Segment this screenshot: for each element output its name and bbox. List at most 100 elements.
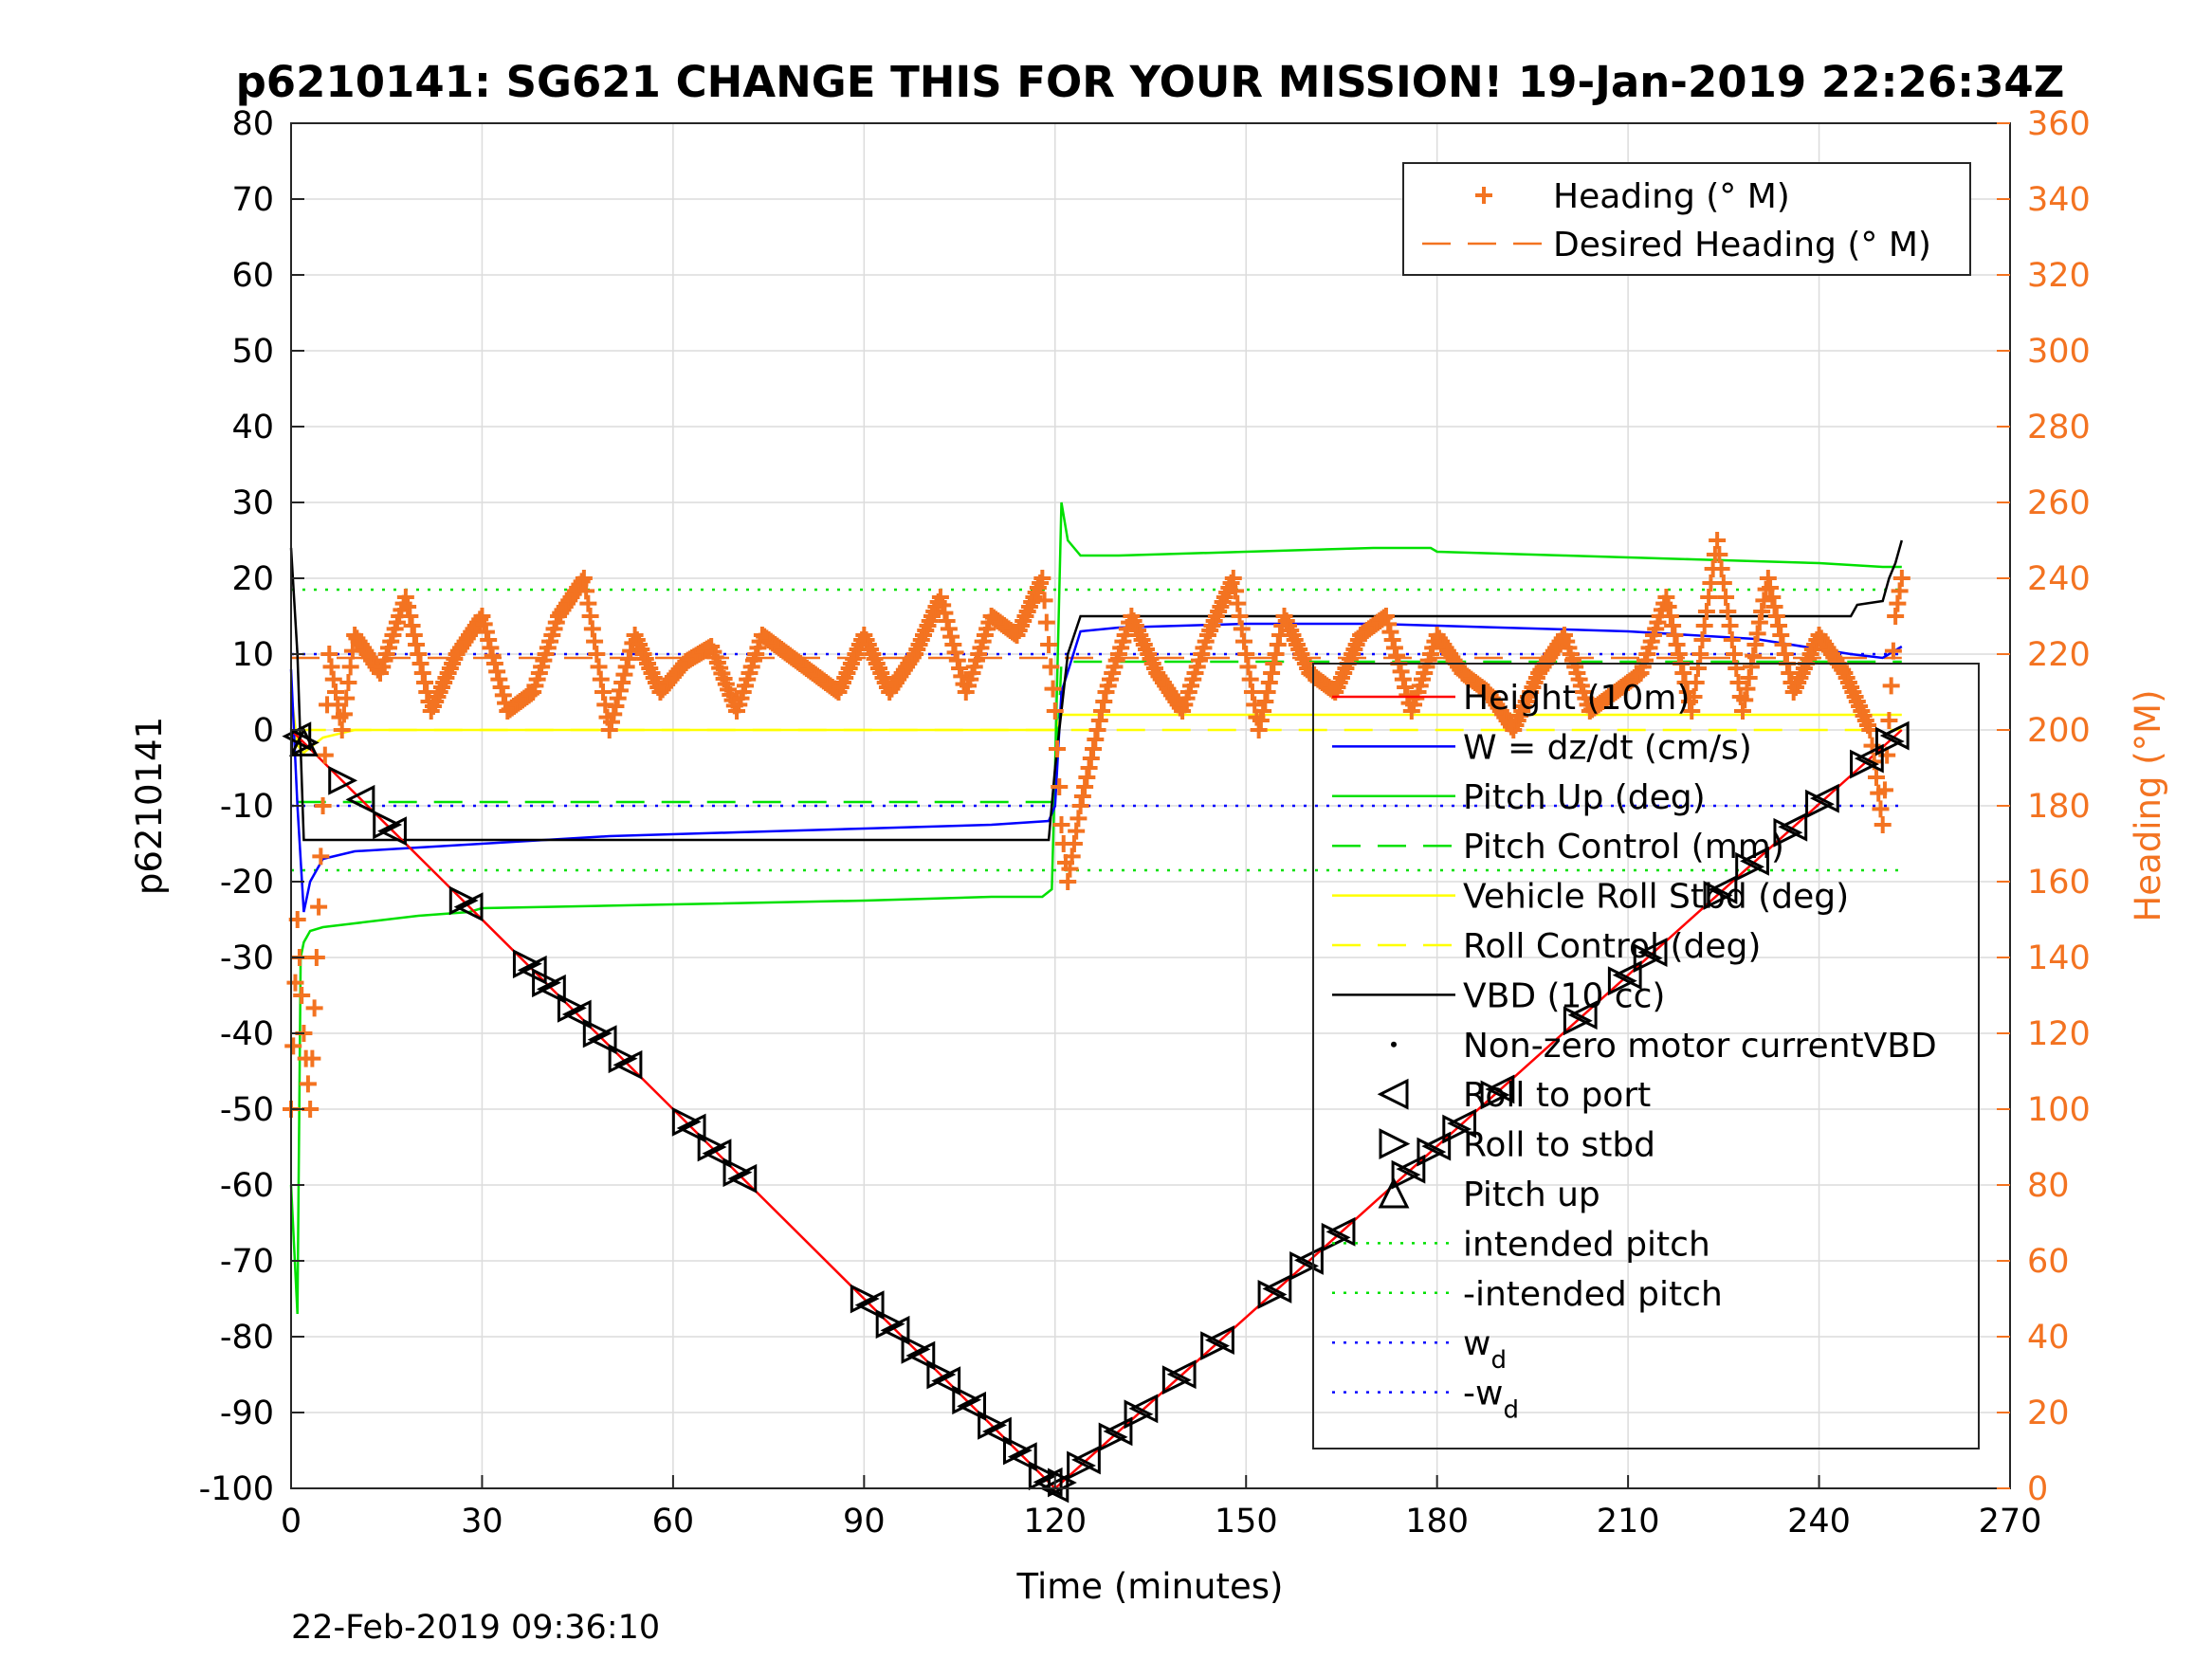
roll-to-port-marker xyxy=(345,784,375,814)
heading-point xyxy=(1723,631,1741,648)
heading-point xyxy=(1891,582,1909,600)
heading-point xyxy=(1762,579,1780,596)
heading-point xyxy=(1037,613,1055,631)
heading-point xyxy=(1231,608,1249,625)
roll-to-stbd-marker xyxy=(978,1410,1007,1440)
legend-heading: Heading (° M) Desired Heading (° M) xyxy=(1402,162,1971,276)
roll-to-stbd-marker xyxy=(557,993,587,1023)
roll-to-port-marker xyxy=(1447,1108,1477,1139)
heading-point xyxy=(1740,669,1758,686)
y-left-tick-label: 80 xyxy=(231,105,274,143)
heading-point xyxy=(1697,603,1715,620)
x-tick-label: 60 xyxy=(652,1503,695,1540)
heading-point xyxy=(1071,797,1089,814)
roll-to-stbd-marker xyxy=(1028,1461,1058,1491)
heading-point xyxy=(1093,702,1111,720)
y-right-tick-label: 300 xyxy=(2027,333,2091,371)
heading-point xyxy=(934,596,952,614)
heading-point xyxy=(1753,603,1771,620)
legend-main-label: Non-zero motor currentVBD xyxy=(1463,1027,1937,1066)
heading-point xyxy=(490,670,508,688)
heading-point xyxy=(577,582,595,600)
legend-heading-box xyxy=(1402,162,1971,276)
heading-point xyxy=(1710,546,1728,563)
legend-main-label: -intended pitch xyxy=(1463,1275,1723,1314)
heading-point xyxy=(1884,642,1902,660)
heading-point xyxy=(1685,688,1703,705)
heading-point xyxy=(1691,646,1709,663)
roll-to-stbd-marker xyxy=(1067,1450,1096,1481)
heading-point xyxy=(1666,627,1684,644)
heading-point xyxy=(1076,778,1094,795)
roll-to-port-marker xyxy=(1421,1131,1452,1161)
heading-point xyxy=(1224,570,1242,587)
heading-point xyxy=(1661,608,1679,625)
heading-point xyxy=(284,1037,302,1055)
heading-point xyxy=(617,658,635,676)
heading-point xyxy=(613,674,631,691)
pitch-up-marker xyxy=(289,726,319,757)
heading-point xyxy=(341,658,359,676)
heading-point xyxy=(1750,613,1768,631)
roll-to-port-marker xyxy=(676,1113,706,1143)
roll-to-stbd-marker xyxy=(1442,1114,1472,1144)
y-left-tick-label: 10 xyxy=(231,636,274,674)
event-markers xyxy=(282,720,1910,1504)
heading-point xyxy=(1033,570,1051,587)
heading-point xyxy=(1243,684,1261,701)
heading-point xyxy=(1061,860,1079,878)
heading-point xyxy=(940,620,958,638)
heading-point xyxy=(1776,646,1794,663)
heading-point xyxy=(293,987,311,1004)
heading-point xyxy=(1254,702,1272,720)
roll-to-port-marker xyxy=(1396,1154,1426,1184)
y-left-tick-label: -90 xyxy=(220,1395,274,1432)
legend-main-label: Pitch up xyxy=(1463,1176,1600,1214)
heading-point xyxy=(411,655,430,672)
heading-point xyxy=(1082,750,1100,767)
heading-point xyxy=(480,631,498,648)
heading-point xyxy=(1087,731,1105,748)
heading-point xyxy=(1227,582,1245,600)
heading-point xyxy=(401,608,419,625)
y-right-tick-label: 280 xyxy=(2027,409,2091,447)
roll-to-stbd-marker xyxy=(1563,1006,1593,1036)
heading-point xyxy=(1078,769,1096,786)
legend-heading-label: Heading (° M) xyxy=(1553,177,1790,216)
roll-to-port-marker xyxy=(1325,1216,1356,1247)
heading-point xyxy=(1069,810,1088,828)
heading-point xyxy=(942,628,960,646)
heading-point xyxy=(1875,781,1893,799)
heading-point xyxy=(312,848,330,866)
heading-point xyxy=(1398,686,1417,704)
heading-point xyxy=(946,644,964,662)
heading-point xyxy=(1774,636,1792,653)
heading-point xyxy=(1265,655,1283,672)
heading-point xyxy=(1687,674,1705,691)
roll-to-port-marker xyxy=(377,816,407,847)
y-left-tick-label: 0 xyxy=(253,712,274,750)
y-left-tick-label: 20 xyxy=(231,560,274,598)
heading-point xyxy=(1088,721,1106,738)
heading-point xyxy=(1772,627,1790,644)
heading-point xyxy=(322,658,340,676)
y-right-tick-label: 360 xyxy=(2027,105,2091,143)
y-right-tick-label: 160 xyxy=(2027,864,2091,902)
x-tick-label: 120 xyxy=(1023,1503,1087,1540)
y-left-tick-label: 40 xyxy=(231,409,274,447)
heading-point xyxy=(403,617,421,634)
legend-sample-roll-to-port xyxy=(1377,1078,1409,1110)
heading-point xyxy=(1874,816,1892,833)
heading-point xyxy=(594,684,612,701)
x-ticks: 0 30 60 90 120 150 180 210 240 270 xyxy=(281,1475,2041,1540)
heading-point xyxy=(1764,589,1782,606)
roll-to-stbd-marker xyxy=(1161,1365,1192,1395)
heading-point xyxy=(316,746,334,764)
heading-point xyxy=(1742,658,1760,676)
heading-point xyxy=(1051,778,1069,795)
heading-point xyxy=(1068,822,1086,840)
heading-point xyxy=(1394,670,1412,688)
heading-point xyxy=(405,627,423,644)
heading-point xyxy=(299,1075,317,1093)
